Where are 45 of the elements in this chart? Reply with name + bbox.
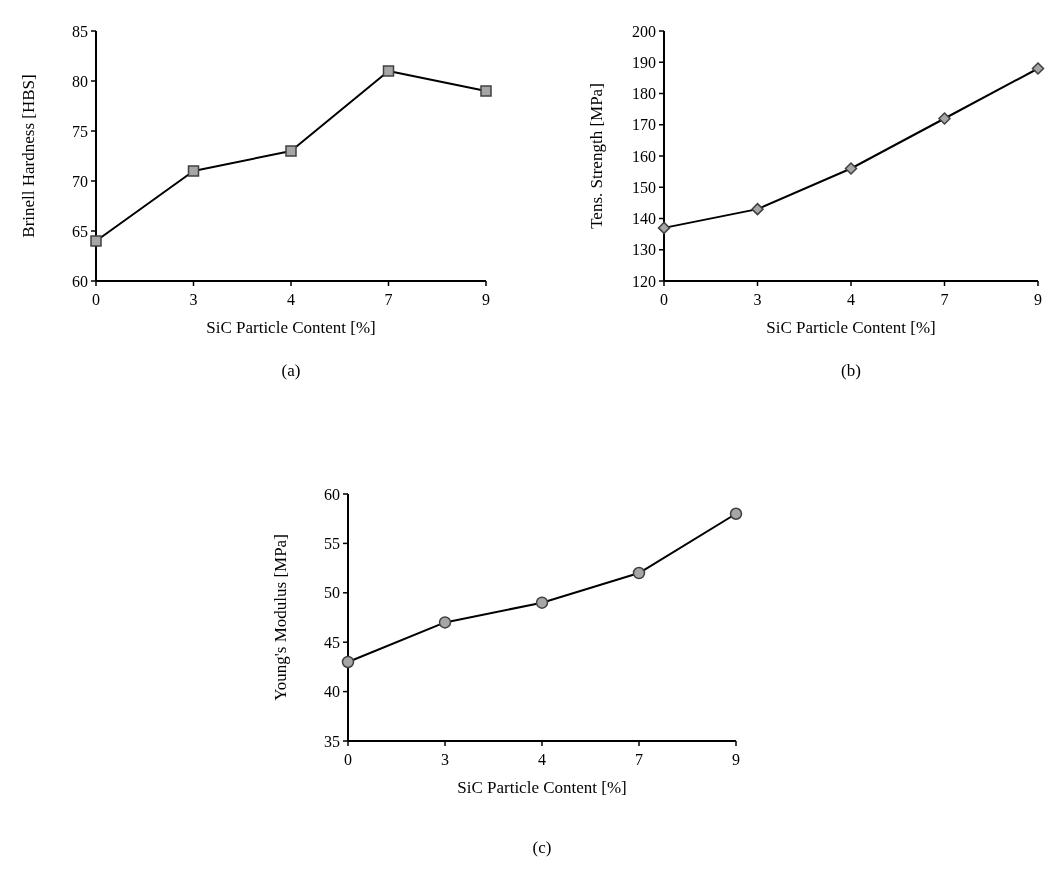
y-axis-title: Tens. Strength [MPa] — [587, 83, 606, 229]
y-tick-label: 70 — [72, 172, 88, 190]
y-tick-label: 50 — [324, 584, 340, 602]
y-tick-label: 60 — [324, 485, 340, 503]
x-tick-label: 0 — [92, 291, 100, 308]
y-tick-label: 120 — [632, 272, 656, 290]
x-tick-label: 0 — [660, 291, 668, 308]
y-axis-title: Young's Modulus [MPa] — [271, 534, 290, 701]
y-tick-label: 35 — [324, 732, 340, 750]
x-tick-label: 9 — [1034, 291, 1042, 308]
x-tick-label: 4 — [847, 291, 855, 308]
x-tick-label: 9 — [482, 291, 490, 308]
x-tick-label: 4 — [287, 291, 295, 308]
y-tick-label: 80 — [72, 72, 88, 90]
x-tick-label: 7 — [635, 751, 643, 768]
y-axis-title: Brinell Hardness [HBS] — [19, 74, 38, 238]
x-tick-label: 4 — [538, 751, 546, 768]
x-tick-label: 3 — [189, 291, 198, 308]
y-tick-label: 170 — [632, 116, 656, 134]
y-tick-label: 40 — [324, 683, 340, 701]
x-tick-label: 3 — [753, 291, 762, 308]
y-tick-label: 190 — [632, 53, 656, 71]
y-tick-label: 180 — [632, 85, 656, 103]
y-tick-label: 130 — [632, 241, 656, 259]
x-tick-label: 7 — [384, 291, 393, 308]
y-tick-label: 200 — [632, 22, 656, 40]
y-tick-label: 65 — [72, 222, 88, 240]
x-axis-title: SiC Particle Content [%] — [766, 318, 936, 337]
x-tick-label: 0 — [344, 751, 352, 768]
y-tick-label: 150 — [632, 178, 656, 196]
y-tick-label: 140 — [632, 210, 656, 228]
x-tick-label: 3 — [441, 751, 449, 768]
y-tick-label: 160 — [632, 147, 656, 165]
x-axis-title: SiC Particle Content [%] — [206, 318, 376, 337]
y-tick-label: 45 — [324, 633, 340, 651]
y-tick-label: 60 — [72, 272, 88, 290]
text: (a) — [281, 361, 301, 380]
text: (b) — [841, 361, 861, 380]
y-tick-label: 55 — [324, 535, 340, 552]
text: (c) — [532, 838, 552, 857]
y-tick-label: 85 — [72, 22, 88, 40]
x-axis-title: SiC Particle Content [%] — [457, 778, 627, 797]
x-tick-label: 7 — [940, 291, 949, 308]
x-tick-label: 9 — [732, 751, 740, 768]
y-tick-label: 75 — [72, 122, 88, 140]
